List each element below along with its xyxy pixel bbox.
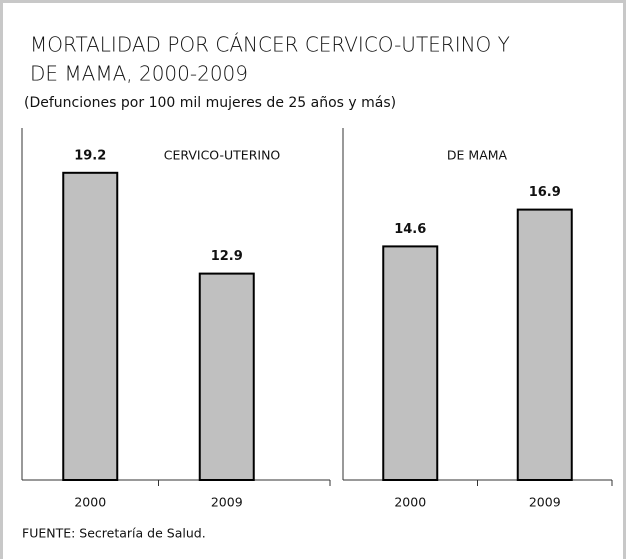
value-label: 16.9 <box>529 185 561 200</box>
x-tick-label: 2000 <box>394 495 426 510</box>
panel-title: DE MAMA <box>447 148 508 163</box>
panel-title: CERVICO-UTERINO <box>164 148 281 163</box>
bar <box>198 272 255 481</box>
value-label: 19.2 <box>74 148 106 163</box>
x-tick-label: 2009 <box>211 495 243 510</box>
value-label: 12.9 <box>211 249 243 264</box>
bar <box>382 245 439 481</box>
bar <box>62 171 119 482</box>
x-tick-label: 2000 <box>74 495 106 510</box>
x-tick-label: 2009 <box>529 495 561 510</box>
bar <box>516 208 573 481</box>
subtitle: (Defunciones por 100 mil mujeres de 25 a… <box>24 95 396 111</box>
chart-title: MORTALIDAD POR CÁNCER CERVICO-UTERINO Y <box>30 33 510 57</box>
chart-title: DE MAMA, 2000-2009 <box>30 62 248 86</box>
source: FUENTE: Secretaría de Salud. <box>22 526 206 541</box>
value-label: 14.6 <box>394 222 426 237</box>
